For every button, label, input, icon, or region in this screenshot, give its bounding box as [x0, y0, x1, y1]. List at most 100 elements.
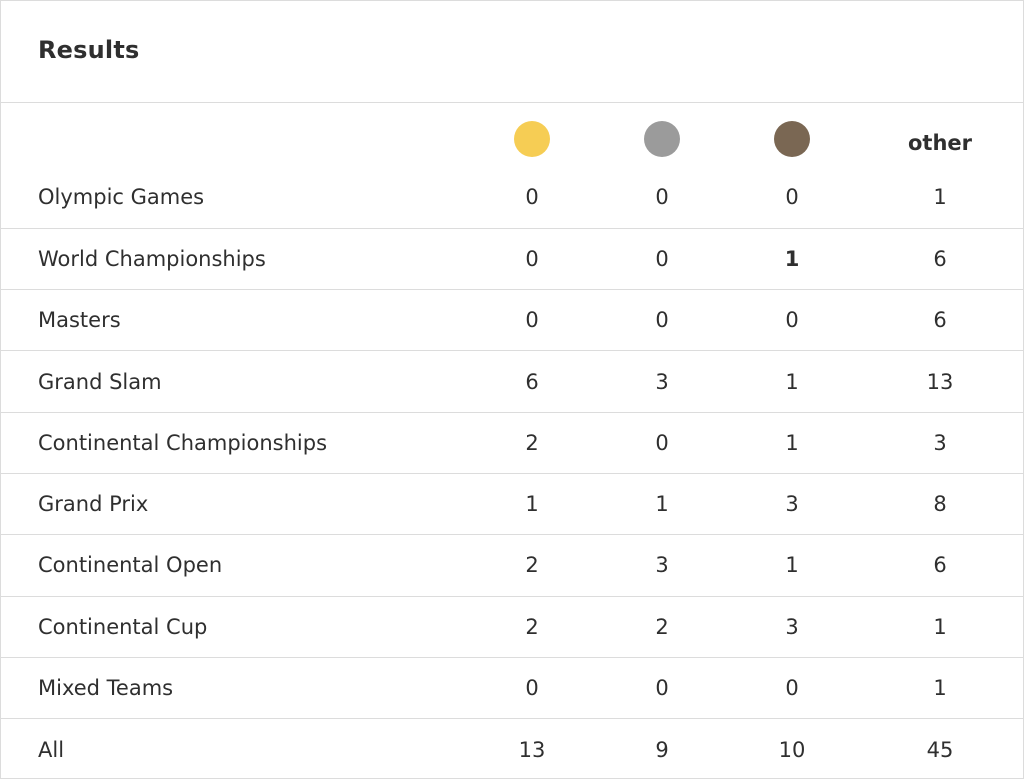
- other-count-value: 1: [933, 185, 947, 210]
- competition-name-value: Grand Slam: [38, 369, 162, 394]
- gold-count-value: 13: [518, 737, 546, 762]
- gold-count-value: 0: [525, 308, 539, 333]
- gold-count-value: 2: [525, 553, 539, 578]
- competition-name: Grand Slam: [1, 350, 467, 413]
- other-count-value: 13: [926, 369, 954, 394]
- other-count-value: 8: [933, 492, 947, 517]
- gold-count: 2: [467, 534, 597, 597]
- other-count: 6: [857, 227, 1023, 290]
- gold-count-value: 6: [525, 369, 539, 394]
- bronze-count-value: 0: [785, 308, 799, 333]
- competition-name: Grand Prix: [1, 472, 467, 535]
- table-row: Masters 0 0 0 6: [1, 289, 1023, 351]
- table-row: World Championships 0 0 1 6: [1, 227, 1023, 290]
- competition-name: All: [1, 718, 467, 780]
- gold-count-value: 0: [525, 676, 539, 701]
- bronze-count: 10: [727, 718, 857, 780]
- other-count-value: 1: [933, 614, 947, 639]
- silver-medal-icon: [644, 121, 680, 157]
- other-count-value: 6: [933, 308, 947, 333]
- competition-name: Olympic Games: [1, 167, 467, 228]
- competition-name: Mixed Teams: [1, 656, 467, 719]
- silver-count-value: 0: [655, 430, 669, 455]
- silver-count: 0: [597, 289, 727, 351]
- gold-count: 0: [467, 227, 597, 290]
- silver-count: 1: [597, 472, 727, 535]
- silver-count-value: 2: [655, 614, 669, 639]
- competition-name: World Championships: [1, 227, 467, 290]
- silver-count: 9: [597, 718, 727, 780]
- table-row: Grand Prix 1 1 3 8: [1, 472, 1023, 535]
- competition-name-value: Grand Prix: [38, 492, 149, 517]
- table-row: Mixed Teams 0 0 0 1: [1, 656, 1023, 719]
- gold-count: 6: [467, 350, 597, 413]
- table-row: Continental Championships 2 0 1 3: [1, 411, 1023, 474]
- bronze-count-value: 3: [785, 614, 799, 639]
- competition-name: Continental Championships: [1, 411, 467, 474]
- other-count-value: 6: [933, 246, 947, 271]
- competition-name-value: Masters: [38, 308, 121, 333]
- silver-count-value: 0: [655, 308, 669, 333]
- table-header-row: other: [1, 103, 1023, 167]
- table-row: Grand Slam 6 3 1 13: [1, 350, 1023, 413]
- other-column-header: other: [907, 131, 972, 155]
- competition-name-value: World Championships: [38, 246, 266, 271]
- bronze-count: 0: [727, 289, 857, 351]
- gold-count-value: 2: [525, 614, 539, 639]
- other-count-value: 6: [933, 553, 947, 578]
- competition-name-value: Continental Championships: [38, 430, 328, 455]
- silver-count-value: 3: [655, 369, 669, 394]
- bronze-count: 0: [727, 656, 857, 719]
- table-row: Continental Open 2 3 1 6: [1, 534, 1023, 597]
- bronze-count: 1: [727, 227, 857, 290]
- bronze-count: 0: [727, 167, 857, 228]
- gold-count: 0: [467, 289, 597, 351]
- results-table-body: Olympic Games 0 0 0 1 World Championships 0 0 1 6…: [1, 167, 1023, 780]
- card-header: Results: [1, 1, 1023, 103]
- gold-count: 2: [467, 595, 597, 658]
- competition-name: Continental Cup: [1, 595, 467, 658]
- gold-count: 0: [467, 167, 597, 228]
- gold-column-header: [467, 103, 597, 167]
- other-count: 1: [857, 167, 1023, 228]
- bronze-medal-icon: [774, 121, 810, 157]
- bronze-count: 3: [727, 472, 857, 535]
- bronze-count: 1: [727, 534, 857, 597]
- competition-name: Masters: [1, 289, 467, 351]
- gold-count-value: 0: [525, 185, 539, 210]
- gold-count: 0: [467, 656, 597, 719]
- gold-count-value: 2: [525, 430, 539, 455]
- other-count: 6: [857, 534, 1023, 597]
- other-count: 1: [857, 595, 1023, 658]
- competition-name-value: Continental Cup: [38, 614, 208, 639]
- table-row: Continental Cup 2 2 3 1: [1, 595, 1023, 658]
- bronze-count-value: 0: [785, 676, 799, 701]
- gold-count-value: 0: [525, 246, 539, 271]
- other-count: 3: [857, 411, 1023, 474]
- silver-count: 3: [597, 350, 727, 413]
- table-row: All 13 9 10 45: [1, 718, 1023, 780]
- bronze-count-value: 1: [785, 553, 799, 578]
- silver-count: 3: [597, 534, 727, 597]
- competition-column-header: [1, 103, 467, 167]
- competition-name-value: Olympic Games: [38, 185, 205, 210]
- gold-count: 1: [467, 472, 597, 535]
- gold-count-value: 1: [525, 492, 539, 517]
- silver-count-value: 0: [655, 246, 669, 271]
- gold-medal-icon: [514, 121, 550, 157]
- other-count: 8: [857, 472, 1023, 535]
- bronze-column-header: [727, 103, 857, 167]
- silver-count-value: 0: [655, 676, 669, 701]
- other-count-value: 45: [926, 737, 954, 762]
- competition-name-value: All: [38, 737, 65, 762]
- silver-count: 0: [597, 167, 727, 228]
- competition-name: Continental Open: [1, 534, 467, 597]
- results-table: other Olympic Games 0 0 0 1 World Championshi…: [1, 103, 1023, 780]
- results-title: Results: [38, 35, 140, 64]
- silver-count: 0: [597, 227, 727, 290]
- other-count: 45: [857, 718, 1023, 780]
- other-count: 13: [857, 350, 1023, 413]
- other-count: 6: [857, 289, 1023, 351]
- gold-count: 13: [467, 718, 597, 780]
